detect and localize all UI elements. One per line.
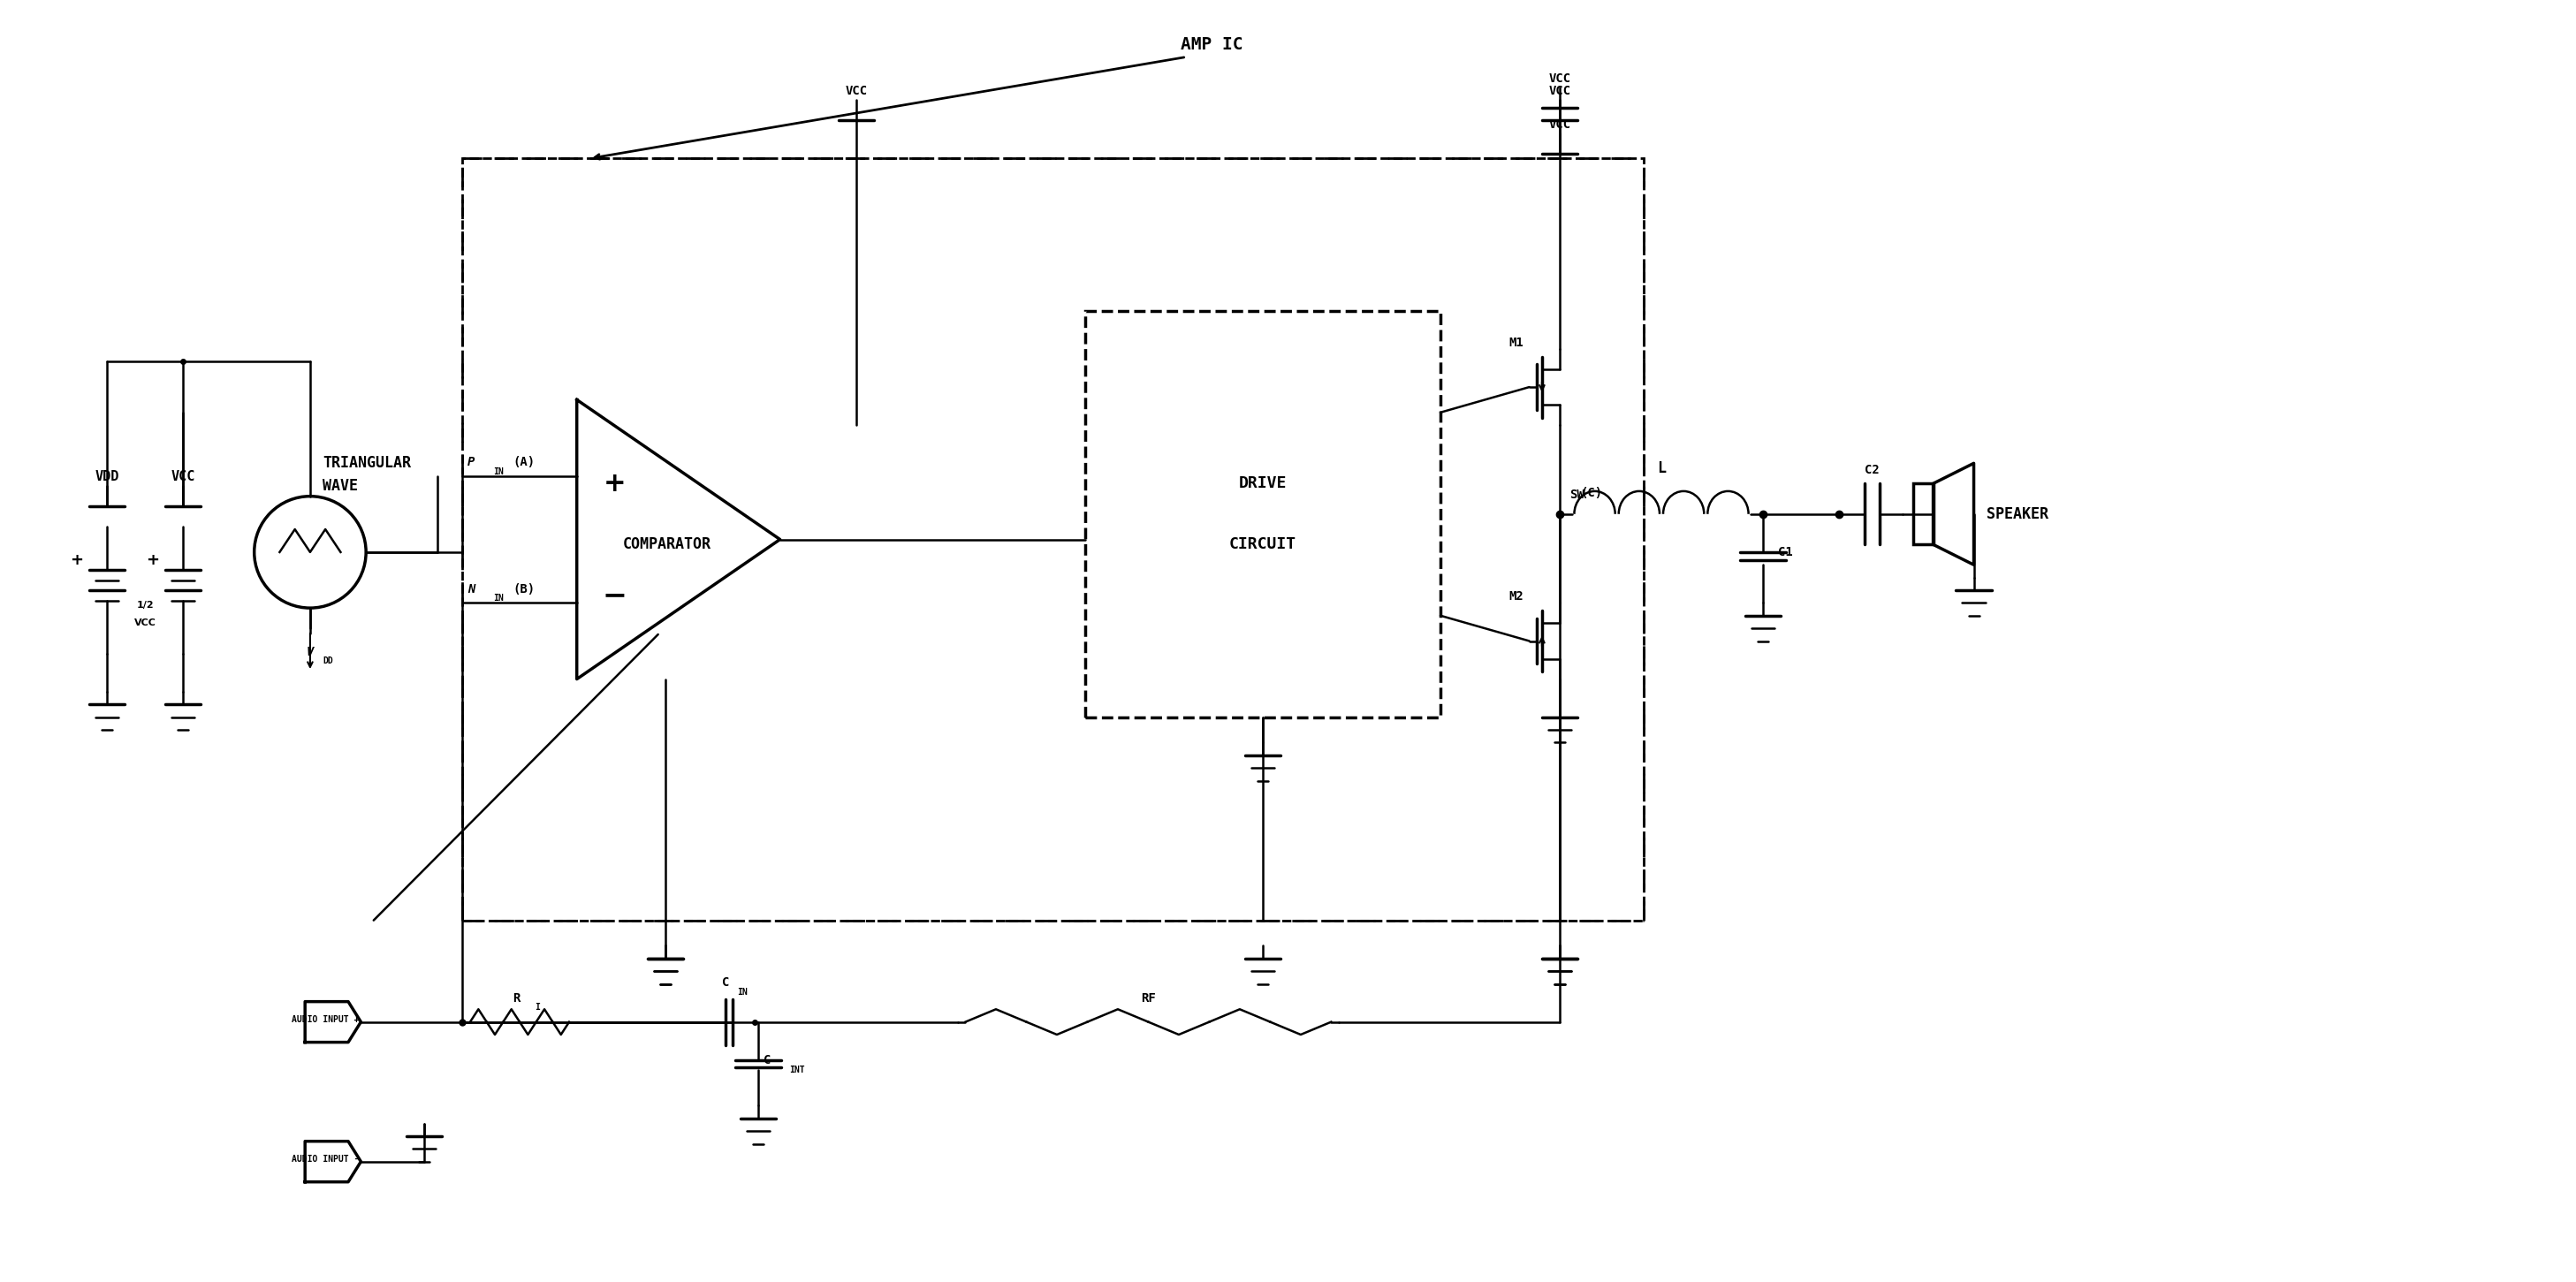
Text: −: −: [603, 581, 629, 610]
Text: VCC: VCC: [1548, 73, 1571, 85]
Text: IN: IN: [737, 987, 747, 996]
Text: C1: C1: [1777, 546, 1793, 558]
Text: DRIVE: DRIVE: [1239, 476, 1285, 491]
Text: IN: IN: [492, 467, 502, 476]
Text: (B): (B): [513, 583, 536, 595]
Text: DD: DD: [322, 656, 332, 665]
Text: P: P: [469, 456, 474, 468]
Text: R: R: [513, 992, 520, 1004]
Text: C: C: [762, 1054, 770, 1067]
Text: COMPARATOR: COMPARATOR: [623, 537, 711, 553]
Text: AUDIO INPUT +: AUDIO INPUT +: [291, 1015, 358, 1024]
Text: AUDIO INPUT -: AUDIO INPUT -: [291, 1155, 358, 1164]
Text: VCC: VCC: [170, 470, 196, 483]
Text: (C): (C): [1579, 486, 1602, 499]
Text: C2: C2: [1865, 464, 1880, 476]
Text: VCC: VCC: [134, 619, 157, 628]
Text: VCC: VCC: [1548, 85, 1571, 97]
Text: VCC: VCC: [1548, 118, 1571, 131]
Text: VCC: VCC: [845, 85, 868, 97]
Text: M2: M2: [1510, 591, 1525, 603]
Text: TRIANGULAR: TRIANGULAR: [322, 455, 412, 472]
Text: CIRCUIT: CIRCUIT: [1229, 537, 1296, 553]
Text: (A): (A): [513, 456, 536, 468]
Text: INT: INT: [788, 1065, 804, 1074]
Text: +: +: [70, 551, 82, 568]
Text: 1/2: 1/2: [137, 601, 155, 610]
Text: V: V: [307, 646, 314, 659]
Text: I: I: [536, 1003, 541, 1011]
Text: C: C: [721, 977, 729, 988]
Text: IN: IN: [492, 594, 502, 603]
Text: +: +: [603, 470, 626, 496]
Text: +: +: [147, 551, 160, 568]
Text: AMP IC: AMP IC: [1180, 36, 1244, 53]
Text: L: L: [1656, 460, 1667, 476]
Text: N: N: [469, 583, 474, 595]
Text: SPEAKER: SPEAKER: [1986, 506, 2048, 522]
Text: WAVE: WAVE: [322, 478, 358, 494]
Text: M1: M1: [1510, 337, 1525, 349]
Text: SW: SW: [1569, 488, 1584, 501]
Text: VDD: VDD: [95, 470, 118, 483]
Text: RF: RF: [1141, 992, 1157, 1004]
